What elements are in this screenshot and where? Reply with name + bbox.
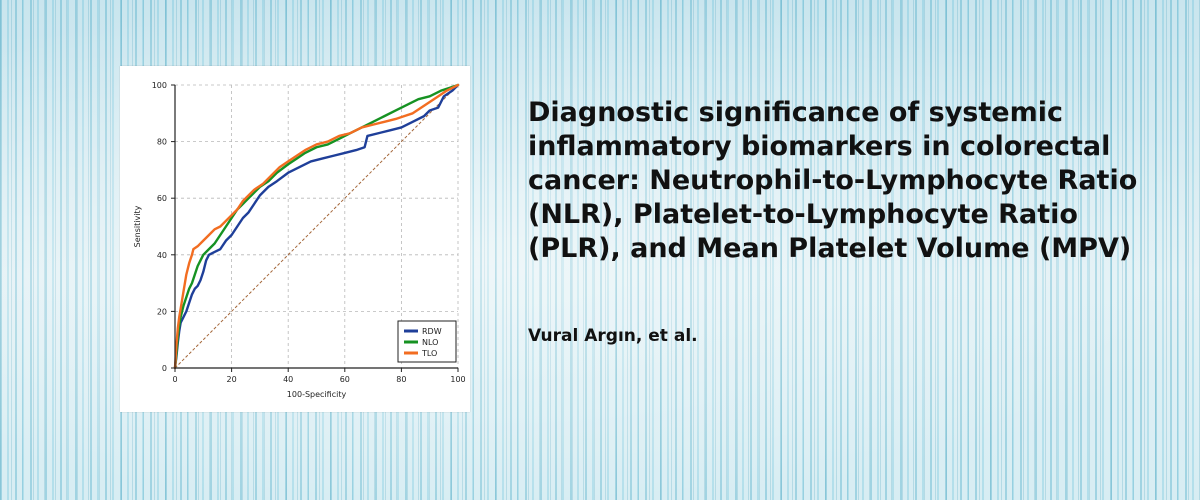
article-title: Diagnostic significance of systemic infl…: [528, 97, 1138, 264]
roc-chart: 0 20 40 60 80 100 0 20 40 60 80 100 Sensitivity 100…: [120, 66, 470, 412]
x-tick-label-5: 100: [450, 375, 465, 384]
y-axis-label: Sensitivity: [133, 205, 142, 247]
x-tick-label-3: 60: [340, 375, 350, 384]
y-tick-label-4: 80: [157, 138, 167, 147]
y-tick-label-2: 40: [157, 251, 167, 260]
legend-label-nlo: NLO: [422, 338, 438, 347]
series-line-tlo: [173, 83, 460, 370]
series-line-rdw: [173, 83, 460, 370]
y-tick-label-1: 20: [157, 307, 167, 316]
x-tick-label-0: 0: [172, 375, 177, 384]
roc-chart-panel: 0 20 40 60 80 100 0 20 40 60 80 100 Sensitivity 100…: [120, 66, 470, 412]
chart-axes: 0 20 40 60 80 100 0 20 40 60 80 100: [152, 81, 466, 384]
x-tick-label-2: 40: [283, 375, 293, 384]
legend-label-rdw: RDW: [422, 327, 442, 336]
diagonal-reference-line: [174, 84, 459, 369]
y-tick-label-0: 0: [162, 364, 167, 373]
chart-reference-line: [174, 84, 459, 369]
legend-box: [397, 320, 457, 363]
y-tick-label-3: 60: [157, 194, 167, 203]
x-tick-label-1: 20: [227, 375, 237, 384]
x-axis-label: 100-Specificity: [287, 390, 347, 399]
chart-legend: RDW NLO TLO: [397, 320, 457, 363]
y-tick-label-5: 100: [152, 81, 167, 90]
chart-series-group: [173, 83, 460, 370]
series-line-nlo: [173, 83, 460, 370]
article-authors: Vural Argın, et al.: [528, 326, 698, 346]
legend-label-tlo: TLO: [421, 349, 437, 358]
x-tick-label-4: 80: [396, 375, 406, 384]
